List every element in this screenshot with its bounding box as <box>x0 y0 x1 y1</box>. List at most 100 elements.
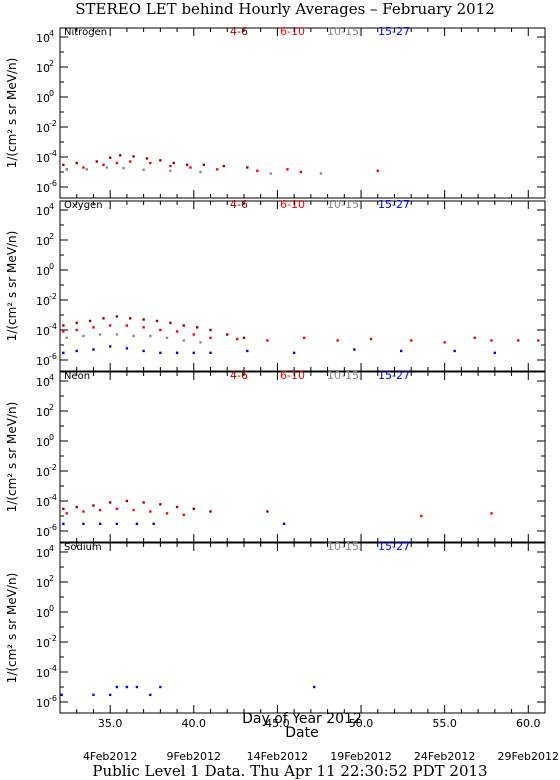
y-tick-exponent: -6 <box>49 179 57 188</box>
data-point-4-6 <box>92 504 95 507</box>
data-point-10-15 <box>65 336 68 340</box>
data-point-15-27 <box>115 685 119 689</box>
data-point-4-6 <box>142 318 145 321</box>
y-tick-label: 10 <box>36 265 50 278</box>
data-point-15-27 <box>192 351 195 355</box>
x-tick-label: 60.0 <box>516 717 541 730</box>
data-point-4-6 <box>202 163 206 167</box>
data-point-6-10 <box>299 170 303 174</box>
y-tick-label: 10 <box>36 547 50 560</box>
data-point-15-27 <box>152 522 155 526</box>
data-point-4-6 <box>182 324 185 327</box>
data-point-10-15 <box>319 172 323 175</box>
data-point-10-15 <box>132 334 135 338</box>
data-point-6-10 <box>443 341 446 344</box>
x-tick-label: 50.0 <box>349 717 374 730</box>
data-point-4-6 <box>62 507 65 511</box>
data-point-6-10 <box>159 328 162 332</box>
y-tick-label: 10 <box>36 235 50 248</box>
data-point-15-27 <box>453 349 456 353</box>
plot-frame <box>59 542 546 714</box>
data-point-10-15 <box>82 334 85 338</box>
data-point-6-10 <box>410 339 413 342</box>
x-tick-label: 40.0 <box>182 717 207 730</box>
y-tick-exponent: -4 <box>49 149 57 158</box>
data-point-10-15 <box>269 172 272 175</box>
data-point-10-15 <box>85 168 88 171</box>
legend-10-15: 10-15 <box>327 540 359 553</box>
y-tick-exponent: 2 <box>49 403 54 412</box>
y-tick-label: 10 <box>36 376 50 389</box>
date-tick-label: 14Feb2012 <box>247 750 308 763</box>
y-tick-label: 10 <box>36 526 50 539</box>
panel-neon: Neon4-66-1010-1515-2710410210010-210-410… <box>5 369 546 543</box>
y-tick-exponent: -2 <box>49 119 57 128</box>
data-point-15-27 <box>149 693 152 697</box>
data-point-4-6 <box>102 317 105 320</box>
data-point-15-27 <box>125 685 129 689</box>
y-tick-exponent: 2 <box>49 232 54 241</box>
legend-10-15: 10-15 <box>327 369 359 382</box>
data-point-10-15 <box>122 166 125 170</box>
date-tick-label: 19Feb2012 <box>330 750 391 763</box>
data-point-4-6 <box>145 157 149 160</box>
data-point-6-10 <box>82 510 85 513</box>
data-point-10-15 <box>142 168 145 172</box>
data-point-10-15 <box>182 339 185 342</box>
y-tick-exponent: 0 <box>49 89 54 98</box>
y-tick-exponent: 4 <box>49 29 54 38</box>
data-point-4-6 <box>222 164 226 168</box>
data-point-15-27 <box>62 351 65 355</box>
data-point-10-15 <box>149 334 152 338</box>
y-tick-exponent: 4 <box>49 373 54 382</box>
date-tick-label: 4Feb2012 <box>83 750 137 763</box>
data-point-4-6 <box>226 333 229 336</box>
y-axis-label: 1/(cm² s sr MeV/n) <box>5 231 19 342</box>
y-tick-exponent: -2 <box>49 292 57 301</box>
data-point-15-27 <box>108 345 112 348</box>
data-point-6-10 <box>376 169 379 173</box>
data-point-6-10 <box>75 328 78 332</box>
data-point-4-6 <box>159 159 162 162</box>
y-tick-label: 10 <box>36 355 50 368</box>
data-point-6-10 <box>125 324 129 327</box>
data-point-6-10 <box>336 339 339 342</box>
data-point-4-6 <box>155 319 159 323</box>
data-point-6-10 <box>62 330 65 333</box>
data-point-6-10 <box>165 512 169 515</box>
data-point-15-27 <box>75 349 78 353</box>
legend-10-15: 10-15 <box>327 198 359 211</box>
data-point-6-10 <box>149 510 152 513</box>
data-point-15-27 <box>159 351 162 355</box>
data-point-6-10 <box>236 337 239 341</box>
y-axis-label: 1/(cm² s sr MeV/n) <box>5 402 19 513</box>
data-point-15-27 <box>209 351 212 355</box>
y-tick-exponent: 4 <box>49 202 54 211</box>
data-point-6-10 <box>108 324 112 327</box>
panel-title: Neon <box>64 371 90 382</box>
y-tick-label: 10 <box>36 295 50 308</box>
data-point-15-27 <box>108 693 112 697</box>
data-point-6-10 <box>115 161 119 165</box>
data-point-6-10 <box>286 168 289 171</box>
data-point-15-27 <box>62 522 65 526</box>
y-tick-exponent: 4 <box>49 544 54 553</box>
x-tick-label: 35.0 <box>98 717 123 730</box>
data-point-6-10 <box>102 163 105 167</box>
data-point-4-6 <box>195 326 199 329</box>
legend-4-6: 4-6 <box>230 369 248 382</box>
data-point-4-6 <box>75 321 78 325</box>
data-point-15-27 <box>92 693 95 697</box>
y-tick-exponent: 0 <box>49 433 54 442</box>
y-tick-label: 10 <box>36 466 50 479</box>
footer-text: Public Level 1 Data. Thu Apr 11 22:30:52… <box>92 762 487 780</box>
y-tick-label: 10 <box>36 406 50 419</box>
y-axis-label: 1/(cm² s sr MeV/n) <box>5 58 19 169</box>
data-point-6-10 <box>129 160 132 163</box>
data-point-4-6 <box>62 324 65 327</box>
data-point-4-6 <box>75 161 78 165</box>
data-point-4-6 <box>115 315 119 318</box>
y-tick-exponent: -4 <box>49 322 57 331</box>
legend-6-10: 6-10 <box>280 25 305 38</box>
